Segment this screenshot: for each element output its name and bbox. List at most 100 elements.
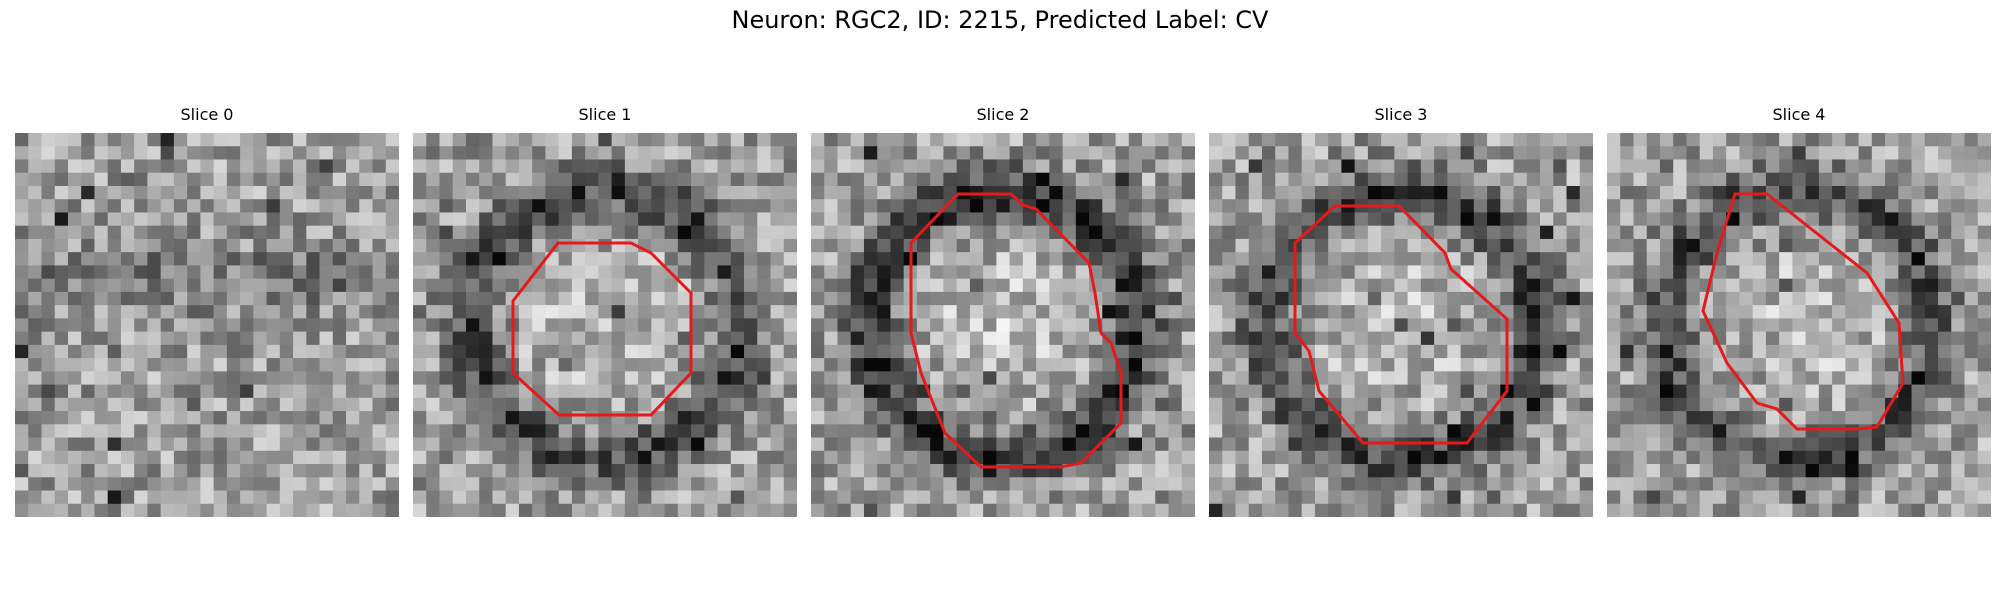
pixel [1832, 411, 1846, 425]
pixel [1726, 305, 1741, 319]
pixel [1513, 159, 1528, 174]
pixel [1407, 133, 1422, 147]
pixel-grid [1209, 133, 1593, 517]
pixel [1964, 291, 1979, 306]
pixel [465, 146, 480, 161]
pixel [996, 437, 1011, 452]
pixel [1579, 225, 1593, 240]
pixel [1526, 159, 1541, 174]
pixel [717, 424, 732, 439]
pixel [1394, 331, 1409, 346]
pixel [187, 424, 201, 439]
pixel [983, 278, 997, 293]
pixel [120, 225, 135, 240]
pixel [996, 477, 1011, 492]
pixel [1566, 159, 1581, 174]
pixel [1155, 503, 1170, 517]
pixel [850, 225, 865, 240]
pixel [1500, 437, 1515, 452]
pixel [677, 318, 692, 333]
pixel [1420, 384, 1435, 399]
pixel [1607, 199, 1621, 214]
pixel [1222, 212, 1237, 227]
pixel [1805, 318, 1820, 333]
pixel [1155, 291, 1170, 306]
pixel [1911, 384, 1926, 399]
pixel [1222, 371, 1237, 386]
pixel [1128, 291, 1143, 306]
pixel [1526, 265, 1541, 280]
pixel [1022, 424, 1037, 439]
pixel [1155, 185, 1170, 200]
pixel [545, 199, 560, 214]
pixel [1022, 133, 1037, 147]
pixel [465, 477, 480, 492]
pixel [545, 358, 560, 372]
pixel [956, 503, 971, 517]
pixel [200, 133, 215, 147]
pixel [1898, 477, 1913, 492]
pixel [479, 477, 494, 492]
pixel [1089, 437, 1103, 452]
pixel [1938, 437, 1952, 452]
pixel [1394, 450, 1409, 465]
pixel [279, 146, 294, 161]
pixel [1075, 185, 1090, 200]
pixel [1673, 185, 1688, 200]
pixel [1102, 185, 1117, 200]
pixel [1964, 238, 1979, 253]
pixel [385, 384, 399, 399]
pixel [1049, 146, 1064, 161]
pixel [730, 318, 745, 333]
pixel [1341, 331, 1356, 346]
pixel [1500, 450, 1515, 465]
pixel [1686, 358, 1701, 372]
pixel [863, 238, 878, 253]
pixel [1712, 146, 1727, 161]
pixel [877, 384, 892, 399]
pixel [1328, 437, 1343, 452]
pixel [200, 384, 215, 399]
pixel [28, 172, 43, 187]
pixel [877, 331, 892, 346]
pixel [107, 278, 122, 293]
pixel [1434, 477, 1448, 492]
pixel [943, 490, 958, 505]
pixel [1633, 133, 1648, 147]
pixel [1871, 477, 1886, 492]
pixel [1487, 477, 1501, 492]
pixel [1447, 172, 1462, 187]
pixel [518, 225, 533, 240]
pixel [1115, 278, 1130, 293]
pixel [1765, 371, 1780, 386]
pixel [279, 172, 294, 187]
pixel [1487, 344, 1501, 359]
pixel [770, 424, 785, 439]
pixel [1128, 172, 1143, 187]
pixel [15, 291, 29, 306]
pixel [664, 238, 679, 253]
pixel [1222, 424, 1237, 439]
pixel [518, 172, 533, 187]
pixel [439, 265, 454, 280]
pixel [293, 384, 307, 399]
pixel [359, 225, 374, 240]
pixel [319, 291, 334, 306]
pixel [54, 344, 69, 359]
pixel [1381, 384, 1395, 399]
pixel [413, 278, 427, 293]
slice-title: Slice 0 [180, 105, 234, 124]
pixel [15, 172, 29, 187]
pixel [1420, 133, 1435, 147]
pixel [691, 133, 705, 147]
pixel [1673, 384, 1688, 399]
pixel [1168, 305, 1183, 319]
pixel [783, 265, 797, 280]
pixel [200, 344, 215, 359]
pixel [1075, 450, 1090, 465]
pixel [611, 450, 626, 465]
pixel [1394, 291, 1409, 306]
pixel [1977, 477, 1991, 492]
pixel [916, 450, 931, 465]
pixel [1222, 146, 1237, 161]
